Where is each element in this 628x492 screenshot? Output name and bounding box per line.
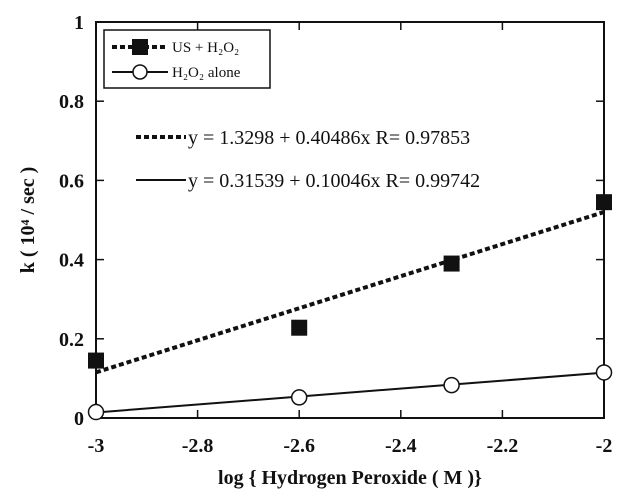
data-point-series-0 [88,352,104,369]
data-point-series-0 [596,194,612,211]
fit-line-series-0 [95,210,605,375]
x-tick-label: -2.2 [487,435,519,457]
x-tick-label: -2 [596,435,613,457]
data-point-series-0 [443,255,460,272]
data-point-series-1 [443,376,460,394]
fit-line-series-1 [95,371,605,414]
equation-h2o2-alone: y = 0.31539 + 0.10046x R= 0.99742 [188,170,480,192]
legend-label-h2o2-alone: H₂O₂ alone [172,65,241,81]
legend-marker-h2o2-alone [132,64,148,80]
data-point-series-1 [87,403,105,421]
x-tick-label: -3 [88,435,105,457]
data-point-series-1 [595,364,613,381]
data-point-series-0 [291,319,308,336]
y-tick-label: 0.8 [59,91,84,113]
x-axis-label: log { Hydrogen Peroxide ( M )} [218,467,482,489]
data-point-series-1 [290,389,308,406]
equation-us-h2o2: y = 1.3298 + 0.40486x R= 0.97853 [188,127,470,149]
fit-lines [95,210,605,414]
equation-annotations: y = 1.3298 + 0.40486x R= 0.97853 y = 0.3… [136,127,480,192]
x-tick-label: -2.8 [182,435,214,457]
data-points [87,194,613,421]
y-tick-label: 0.4 [59,250,84,272]
x-tick-label: -2.6 [283,435,315,457]
legend: US + H₂O₂ H₂O₂ alone [103,29,271,89]
y-tick-label: 0.6 [59,170,84,192]
legend-label-us-h2o2: US + H₂O₂ [172,40,239,56]
legend-box [103,29,271,89]
y-tick-label: 0.2 [59,329,84,351]
plot-frame [95,21,605,419]
y-axis-label: k ( 10⁴ / sec ) [17,167,39,274]
axis-tick-labels: -3 -2.8 -2.6 -2.4 -2.2 -2 0 0.2 0.4 0.6 0.8 1 [59,12,612,457]
y-tick-label: 1 [74,12,84,34]
legend-marker-us-h2o2 [132,39,148,55]
y-tick-label: 0 [74,408,84,430]
x-tick-label: -2.4 [385,435,417,457]
